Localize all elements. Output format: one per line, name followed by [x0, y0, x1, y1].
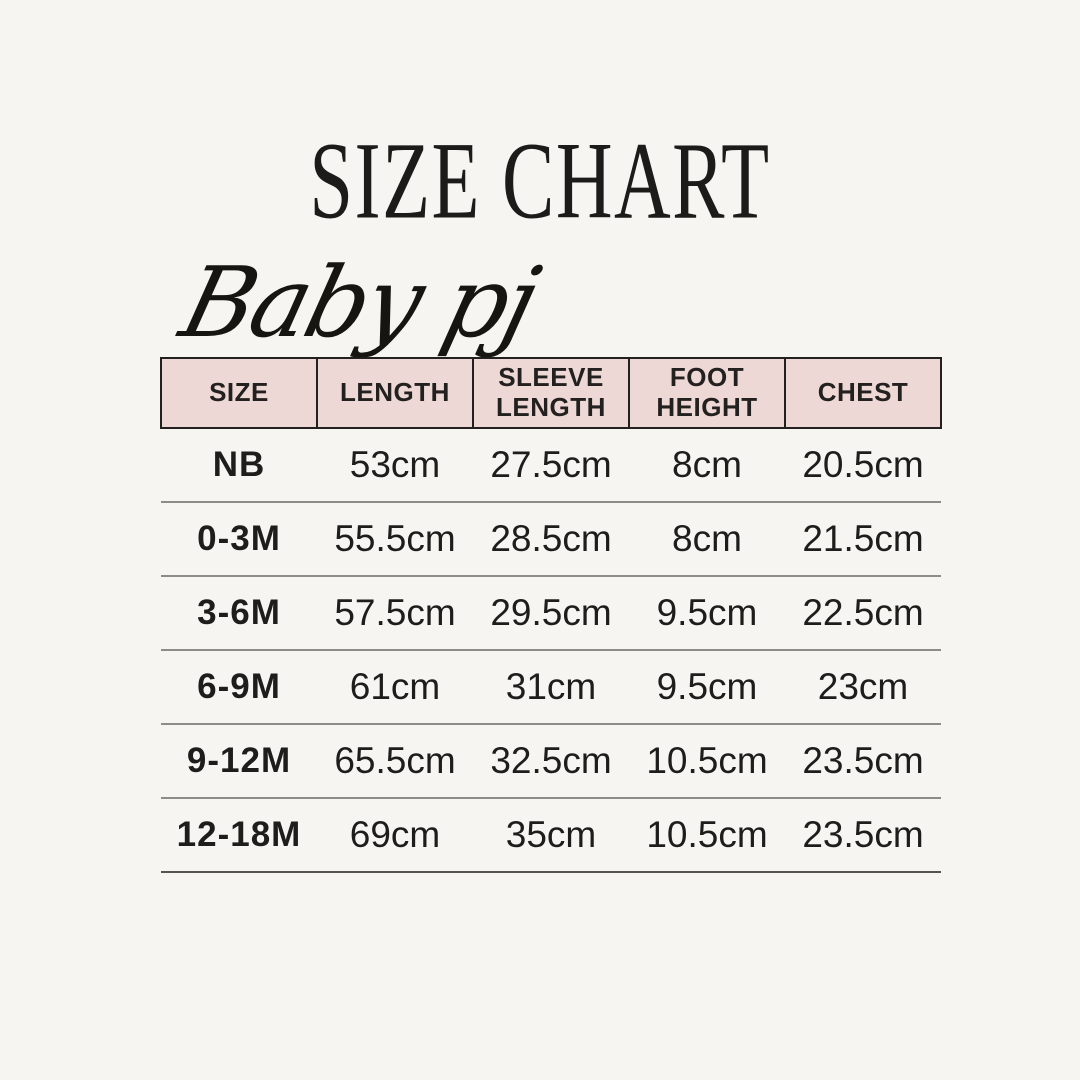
- sleeve-length-cell: 31cm: [473, 650, 629, 725]
- size-table-body: NB 53cm 27.5cm 8cm 20.5cm 0-3M 55.5cm 28…: [161, 428, 941, 873]
- table-row-nb: NB 53cm 27.5cm 8cm 20.5cm: [161, 428, 941, 503]
- size-table: SIZE LENGTH SLEEVE LENGTH FOOT HEIGHT CH…: [160, 357, 942, 873]
- size-cell: NB: [161, 428, 317, 503]
- size-cell: 12-18M: [161, 798, 317, 873]
- table-row-12-18m: 12-18M 69cm 35cm 10.5cm 23.5cm: [161, 798, 941, 873]
- chest-cell: 22.5cm: [785, 576, 941, 651]
- sleeve-length-cell: 35cm: [473, 798, 629, 873]
- foot-height-cell: 10.5cm: [629, 798, 785, 873]
- size-table-header: SIZE LENGTH SLEEVE LENGTH FOOT HEIGHT CH…: [160, 357, 942, 429]
- sleeve-length-cell: 32.5cm: [473, 724, 629, 799]
- length-cell: 55.5cm: [317, 502, 473, 577]
- header-row: SIZE LENGTH SLEEVE LENGTH FOOT HEIGHT CH…: [160, 357, 942, 429]
- foot-height-cell: 9.5cm: [629, 576, 785, 651]
- sleeve-length-cell: 28.5cm: [473, 502, 629, 577]
- length-cell: 69cm: [317, 798, 473, 873]
- size-cell: 0-3M: [161, 502, 317, 577]
- foot-height-cell: 10.5cm: [629, 724, 785, 799]
- length-cell: 53cm: [317, 428, 473, 503]
- length-cell: 61cm: [317, 650, 473, 725]
- column-header-chest: CHEST: [784, 357, 942, 429]
- column-header-size: SIZE: [160, 357, 318, 429]
- table-row-0-3m: 0-3M 55.5cm 28.5cm 8cm 21.5cm: [161, 502, 941, 577]
- column-header-length: LENGTH: [316, 357, 474, 429]
- foot-height-cell: 9.5cm: [629, 650, 785, 725]
- page-title: SIZE CHART: [309, 119, 771, 242]
- table-row-6-9m: 6-9M 61cm 31cm 9.5cm 23cm: [161, 650, 941, 725]
- chest-cell: 23cm: [785, 650, 941, 725]
- column-header-sleeve-length: SLEEVE LENGTH: [472, 357, 630, 429]
- length-cell: 57.5cm: [317, 576, 473, 651]
- chest-cell: 23.5cm: [785, 724, 941, 799]
- sleeve-length-cell: 27.5cm: [473, 428, 629, 503]
- column-header-foot-height: FOOT HEIGHT: [628, 357, 786, 429]
- chest-cell: 20.5cm: [785, 428, 941, 503]
- chest-cell: 23.5cm: [785, 798, 941, 873]
- size-cell: 6-9M: [161, 650, 317, 725]
- chest-cell: 21.5cm: [785, 502, 941, 577]
- brand-script-baby-pj: Baby pj: [170, 246, 547, 359]
- size-cell: 9-12M: [161, 724, 317, 799]
- table-row-9-12m: 9-12M 65.5cm 32.5cm 10.5cm 23.5cm: [161, 724, 941, 799]
- length-cell: 65.5cm: [317, 724, 473, 799]
- foot-height-cell: 8cm: [629, 502, 785, 577]
- foot-height-cell: 8cm: [629, 428, 785, 503]
- table-row-3-6m: 3-6M 57.5cm 29.5cm 9.5cm 22.5cm: [161, 576, 941, 651]
- size-cell: 3-6M: [161, 576, 317, 651]
- sleeve-length-cell: 29.5cm: [473, 576, 629, 651]
